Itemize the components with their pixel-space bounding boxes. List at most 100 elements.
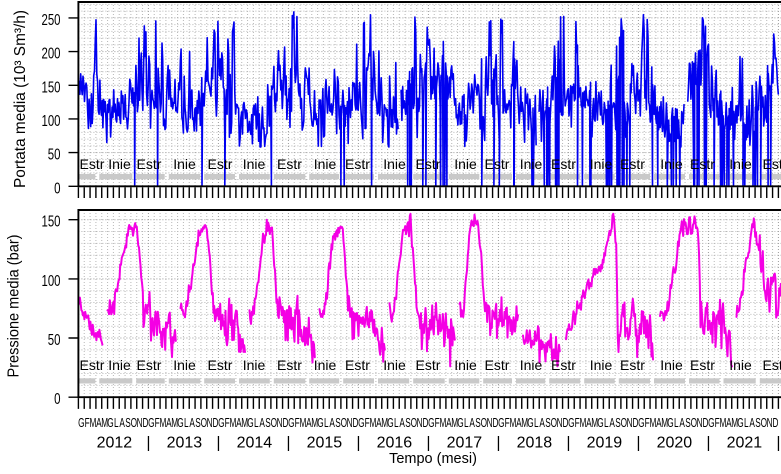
svg-text:A: A: [586, 416, 592, 430]
svg-text:G: G: [107, 416, 113, 430]
svg-text:2014: 2014: [237, 435, 273, 452]
svg-text:Inie: Inie: [729, 156, 752, 172]
svg-text:N: N: [417, 416, 423, 430]
svg-text:O: O: [271, 416, 277, 430]
svg-text:F: F: [645, 416, 650, 430]
svg-text:Estr: Estr: [690, 357, 715, 373]
svg-text:N: N: [277, 416, 283, 430]
svg-text:L: L: [254, 416, 259, 430]
svg-text:M: M: [90, 416, 97, 430]
svg-text:Estr: Estr: [208, 357, 233, 373]
svg-text:G: G: [638, 416, 644, 430]
svg-text:2017: 2017: [447, 435, 483, 452]
svg-text:Estr: Estr: [80, 156, 105, 172]
svg-text:L: L: [744, 416, 749, 430]
svg-text:S: S: [265, 416, 271, 430]
svg-text:G: G: [667, 416, 673, 430]
svg-text:F: F: [715, 416, 720, 430]
svg-text:S: S: [125, 416, 131, 430]
svg-text:Estr: Estr: [277, 357, 302, 373]
svg-text:|: |: [566, 435, 570, 452]
svg-text:Estr: Estr: [416, 156, 441, 172]
svg-text:2018: 2018: [517, 435, 553, 452]
svg-text:Inie: Inie: [173, 357, 196, 373]
svg-text:Portata media (10³ Sm³/h): Portata media (10³ Sm³/h): [12, 10, 29, 188]
svg-text:F: F: [155, 416, 160, 430]
svg-text:M: M: [230, 416, 237, 430]
svg-text:Inie: Inie: [660, 357, 683, 373]
svg-text:L: L: [324, 416, 329, 430]
svg-text:M: M: [160, 416, 167, 430]
svg-text:G: G: [457, 416, 463, 430]
svg-text:G: G: [247, 416, 253, 430]
svg-text:M: M: [661, 416, 668, 430]
svg-text:|: |: [776, 435, 780, 452]
svg-text:G: G: [568, 416, 574, 430]
svg-text:A: A: [119, 416, 125, 430]
svg-text:G: G: [387, 416, 393, 430]
svg-text:F: F: [575, 416, 580, 430]
svg-text:Inie: Inie: [314, 156, 337, 172]
svg-text:N: N: [487, 416, 493, 430]
svg-text:D: D: [633, 416, 639, 430]
svg-text:L: L: [394, 416, 399, 430]
svg-text:N: N: [137, 416, 143, 430]
svg-text:A: A: [679, 416, 685, 430]
svg-text:M: M: [580, 416, 587, 430]
svg-text:Estr: Estr: [763, 156, 781, 172]
svg-text:G: G: [317, 416, 323, 430]
svg-text:G: G: [498, 416, 504, 430]
svg-text:Estr: Estr: [416, 357, 441, 373]
svg-text:G: G: [428, 416, 434, 430]
svg-text:Inie: Inie: [108, 156, 131, 172]
svg-text:Estr: Estr: [208, 156, 233, 172]
svg-text:L: L: [604, 416, 609, 430]
svg-text:N: N: [207, 416, 213, 430]
svg-text:G: G: [597, 416, 603, 430]
svg-text:F: F: [85, 416, 90, 430]
svg-text:L: L: [184, 416, 189, 430]
svg-text:2015: 2015: [307, 435, 343, 452]
svg-text:N: N: [627, 416, 633, 430]
svg-text:|: |: [706, 435, 710, 452]
svg-text:S: S: [195, 416, 201, 430]
svg-text:2020: 2020: [657, 435, 693, 452]
svg-text:2019: 2019: [587, 435, 623, 452]
svg-text:M: M: [241, 416, 248, 430]
svg-text:A: A: [166, 416, 172, 430]
svg-text:F: F: [435, 416, 440, 430]
svg-text:O: O: [621, 416, 627, 430]
svg-text:A: A: [306, 416, 312, 430]
svg-text:100: 100: [42, 113, 61, 130]
svg-text:A: A: [609, 416, 615, 430]
svg-text:50: 50: [48, 147, 61, 164]
svg-text:A: A: [236, 416, 242, 430]
svg-text:M: M: [300, 416, 307, 430]
svg-text:M: M: [451, 416, 458, 430]
svg-text:G: G: [527, 416, 533, 430]
svg-text:N: N: [347, 416, 353, 430]
svg-text:O: O: [761, 416, 767, 430]
svg-text:A: A: [469, 416, 475, 430]
svg-text:S: S: [405, 416, 411, 430]
svg-text:D: D: [353, 416, 359, 430]
svg-text:Estr: Estr: [551, 357, 576, 373]
svg-text:A: A: [656, 416, 662, 430]
svg-text:Inie: Inie: [108, 357, 131, 373]
svg-text:50: 50: [48, 332, 61, 349]
svg-text:D: D: [703, 416, 709, 430]
svg-text:Inie: Inie: [520, 357, 543, 373]
svg-text:F: F: [505, 416, 510, 430]
svg-text:S: S: [755, 416, 761, 430]
svg-text:|: |: [146, 435, 150, 452]
svg-text:A: A: [189, 416, 195, 430]
svg-text:A: A: [539, 416, 545, 430]
svg-text:2021: 2021: [727, 435, 763, 452]
svg-text:Estr: Estr: [551, 156, 576, 172]
svg-text:|: |: [636, 435, 640, 452]
svg-text:M: M: [101, 416, 108, 430]
svg-text:L: L: [674, 416, 679, 430]
svg-text:Inie: Inie: [314, 357, 337, 373]
svg-text:G: G: [288, 416, 294, 430]
svg-text:Inie: Inie: [173, 156, 196, 172]
